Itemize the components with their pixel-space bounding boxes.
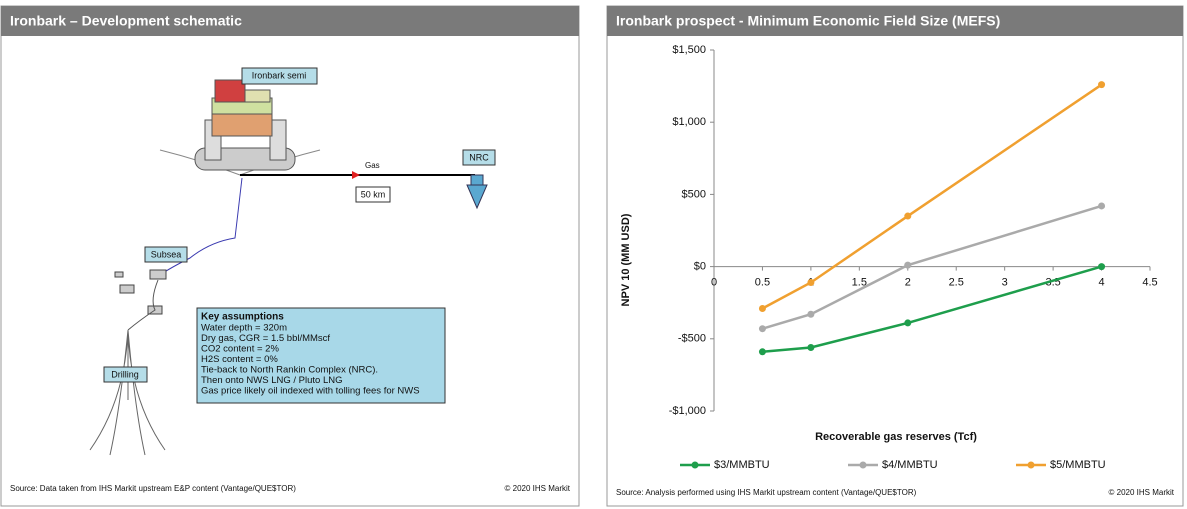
y-tick-label: $1,000 <box>672 116 706 128</box>
assumptions-box <box>196 307 446 404</box>
source: Source: Analysis performed using IHS Mar… <box>616 488 917 497</box>
copyright: © 2020 IHS Markit <box>1109 488 1175 497</box>
left-panel <box>0 5 580 507</box>
label-box <box>462 149 496 166</box>
x-tick-label: 2 <box>905 277 911 289</box>
point <box>807 343 815 351</box>
legend-label: $3/MMBTU <box>714 459 770 471</box>
assumption-line: H2S content = 0% <box>201 354 278 365</box>
y-tick-label: $500 <box>682 188 706 200</box>
subsea-label: Subsea <box>151 249 182 259</box>
point <box>807 310 815 318</box>
y-tick-label: $0 <box>694 261 706 273</box>
flow-arrow <box>352 171 360 179</box>
y-axis-label: NPV 10 (MM USD) <box>620 213 632 306</box>
umbilical <box>159 177 243 276</box>
legend-label: $4/MMBTU <box>882 459 938 471</box>
x-tick-label: 1.5 <box>852 277 867 289</box>
series-line <box>761 83 1103 310</box>
wells <box>89 329 166 456</box>
assumption-line: CO2 content = 2% <box>201 344 279 355</box>
label-box <box>355 186 391 203</box>
gas-label: Gas <box>365 161 380 170</box>
point <box>904 319 912 327</box>
right-header <box>607 6 1183 36</box>
legend-swatch <box>1027 461 1035 469</box>
series-line <box>762 204 1102 330</box>
point <box>758 325 766 333</box>
nrc-icon <box>470 174 484 186</box>
legend-swatch <box>859 461 867 469</box>
x-tick-label: 2.5 <box>949 277 964 289</box>
left-header <box>1 6 579 36</box>
point <box>1098 202 1106 210</box>
point <box>1098 263 1106 271</box>
left-title: Ironbark – Development schematic <box>10 13 242 29</box>
source: Source: Data taken from IHS Markit upstr… <box>10 484 296 493</box>
semi-platform <box>159 79 321 176</box>
right-panel <box>606 5 1184 507</box>
distance-label: 50 km <box>361 189 386 199</box>
legend-swatch <box>691 461 699 469</box>
point <box>758 348 766 356</box>
x-axis-label: Recoverable gas reserves (Tcf) <box>815 431 977 443</box>
point <box>904 261 912 269</box>
y-tick-label: -$500 <box>678 333 706 345</box>
label-box <box>241 67 318 85</box>
assumptions-heading: Key assumptions <box>201 312 284 323</box>
assumption-line: Water depth = 320m <box>201 323 287 334</box>
label-box <box>103 366 148 383</box>
chart-title: Ironbark prospect - Minimum Economic Fie… <box>616 13 1000 29</box>
point <box>1098 81 1106 89</box>
x-tick-label: 3 <box>1002 277 1008 289</box>
copyright: © 2020 IHS Markit <box>505 484 571 493</box>
label-box <box>144 246 188 263</box>
point <box>904 212 912 220</box>
point <box>758 304 766 312</box>
assumption-line: Gas price likely oil indexed with tollin… <box>201 386 420 397</box>
legend-label: $5/MMBTU <box>1050 459 1106 471</box>
assumption-line: Then onto NWS LNG / Pluto LNG <box>201 375 343 386</box>
point <box>807 278 815 286</box>
nrc-label: NRC <box>469 152 489 162</box>
series-line <box>762 265 1102 354</box>
semi-label: Ironbark semi <box>252 70 307 80</box>
y-tick-label: $1,500 <box>672 44 706 56</box>
x-tick-label: 0 <box>711 277 717 289</box>
x-tick-label: 0.5 <box>755 277 770 289</box>
drilling-label: Drilling <box>111 369 139 379</box>
assumption-line: Tie-back to North Rankin Complex (NRC). <box>201 365 378 376</box>
assumption-line: Dry gas, CGR = 1.5 bbl/MMscf <box>201 333 330 344</box>
flowline <box>127 279 159 331</box>
x-tick-label: 4.5 <box>1142 277 1157 289</box>
y-tick-label: -$1,000 <box>669 405 706 417</box>
x-tick-label: 4 <box>1098 277 1104 289</box>
